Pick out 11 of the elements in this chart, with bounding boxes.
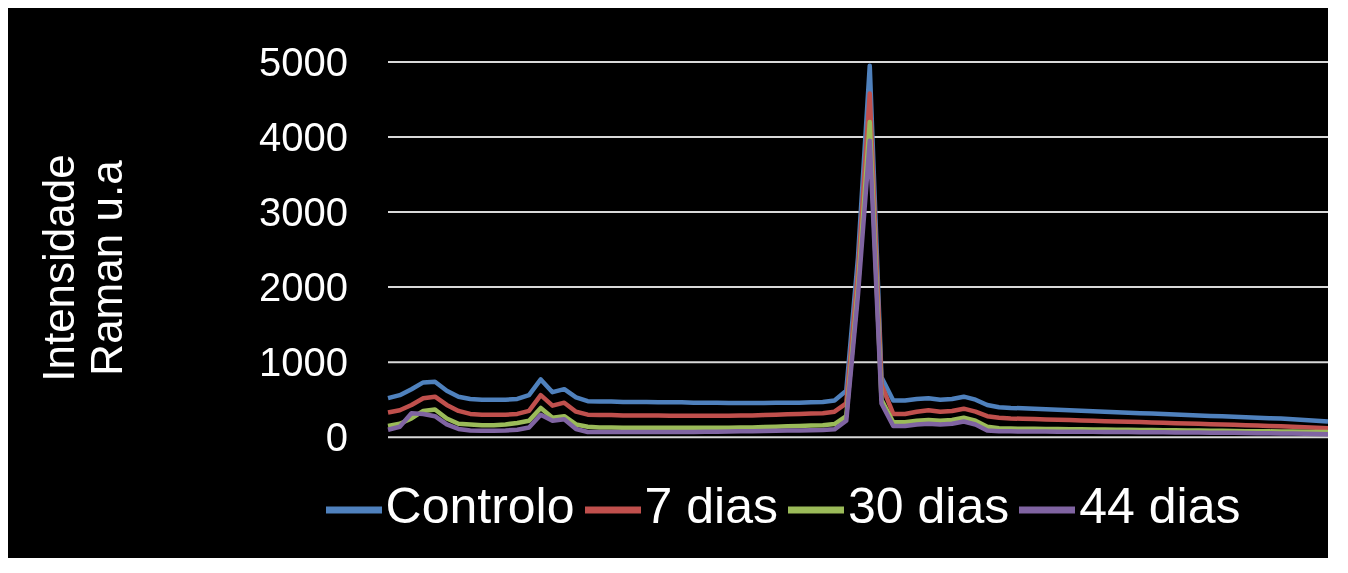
y-axis-title: Intensidade Raman u.a	[34, 153, 131, 384]
legend-label: 7 dias	[644, 478, 778, 535]
y-tick-label: 0	[325, 415, 348, 460]
legend-label: 30 dias	[847, 478, 1010, 535]
legend-label: 44 dias	[1079, 478, 1241, 535]
y-tick-label: 4000	[259, 115, 348, 160]
y-tick-label: 5000	[259, 40, 348, 85]
y-tick-label: 1000	[259, 340, 348, 385]
y-tick-label: 3000	[259, 190, 348, 235]
y-tick-label: 2000	[259, 265, 348, 310]
legend-label: Controlo	[385, 478, 575, 535]
